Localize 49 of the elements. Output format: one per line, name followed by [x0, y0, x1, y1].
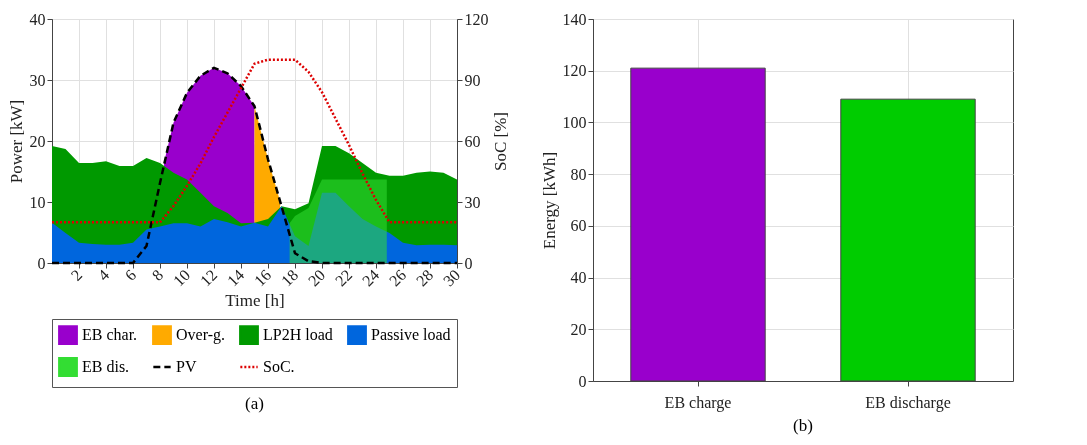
y-tick-label: 0: [37, 254, 46, 272]
x-tick-label: 12: [196, 266, 221, 290]
text: (a): [245, 393, 264, 413]
y2-tick-label: 120: [464, 10, 489, 28]
x-tick-label: 8: [148, 266, 167, 284]
x-tick-label: EB charge: [664, 393, 732, 412]
y-tick-label: 120: [562, 62, 587, 80]
legend-label: SoC.: [263, 358, 295, 375]
text: (b): [793, 416, 813, 435]
x-tick-label: 14: [223, 266, 248, 290]
y-tick-label: 140: [562, 10, 587, 28]
legend-label: PV: [176, 358, 197, 375]
x-tick-label: 2: [67, 266, 86, 284]
legend-label: EB char.: [82, 326, 138, 344]
x-tick-label: 4: [94, 266, 113, 284]
line-series: [50, 58, 459, 224]
y-tick-label: 20: [570, 320, 587, 338]
y-axis-title: Energy [kWh]: [539, 151, 559, 250]
y2-tick-label: 0: [464, 254, 473, 272]
y2-tick-label: 90: [464, 71, 481, 89]
y-tick-label: 60: [570, 217, 587, 235]
y-tick-label: 40: [29, 10, 46, 28]
x-tick-label: 30: [439, 266, 464, 290]
x-axis-title: Time [h]: [225, 291, 285, 311]
y-tick-label: 40: [570, 269, 587, 287]
x-tick-label: 6: [121, 266, 140, 284]
x-tick-label: 26: [385, 266, 410, 290]
y-tick-label: 10: [29, 193, 46, 211]
x-tick-label: 24: [358, 266, 383, 290]
y-tick-label: 80: [570, 165, 587, 183]
x-tick-label: 18: [277, 266, 302, 290]
y-tick-label: 100: [562, 113, 587, 131]
y-tick-label: 20: [29, 132, 46, 150]
legend-label: Passive load: [371, 326, 451, 344]
x-tick-label: 10: [169, 266, 194, 290]
y-axis-title: Power [kW]: [6, 99, 26, 184]
legend-label: LP2H load: [263, 326, 333, 344]
y2-tick-label: 60: [464, 132, 481, 150]
x-tick-label: 28: [412, 266, 437, 290]
x-tick-label: EB discharge: [865, 393, 951, 412]
y2-tick-label: 30: [464, 193, 481, 211]
y2-axis-title: SoC [%]: [490, 111, 510, 172]
legend-label: EB dis.: [82, 358, 130, 375]
x-tick-label: 22: [331, 266, 356, 290]
y-tick-label: 30: [29, 71, 46, 89]
legend-label: Over-g.: [176, 326, 225, 345]
x-tick-label: 20: [304, 266, 329, 290]
y-tick-label: 0: [578, 372, 587, 390]
x-tick-label: 16: [250, 266, 275, 290]
